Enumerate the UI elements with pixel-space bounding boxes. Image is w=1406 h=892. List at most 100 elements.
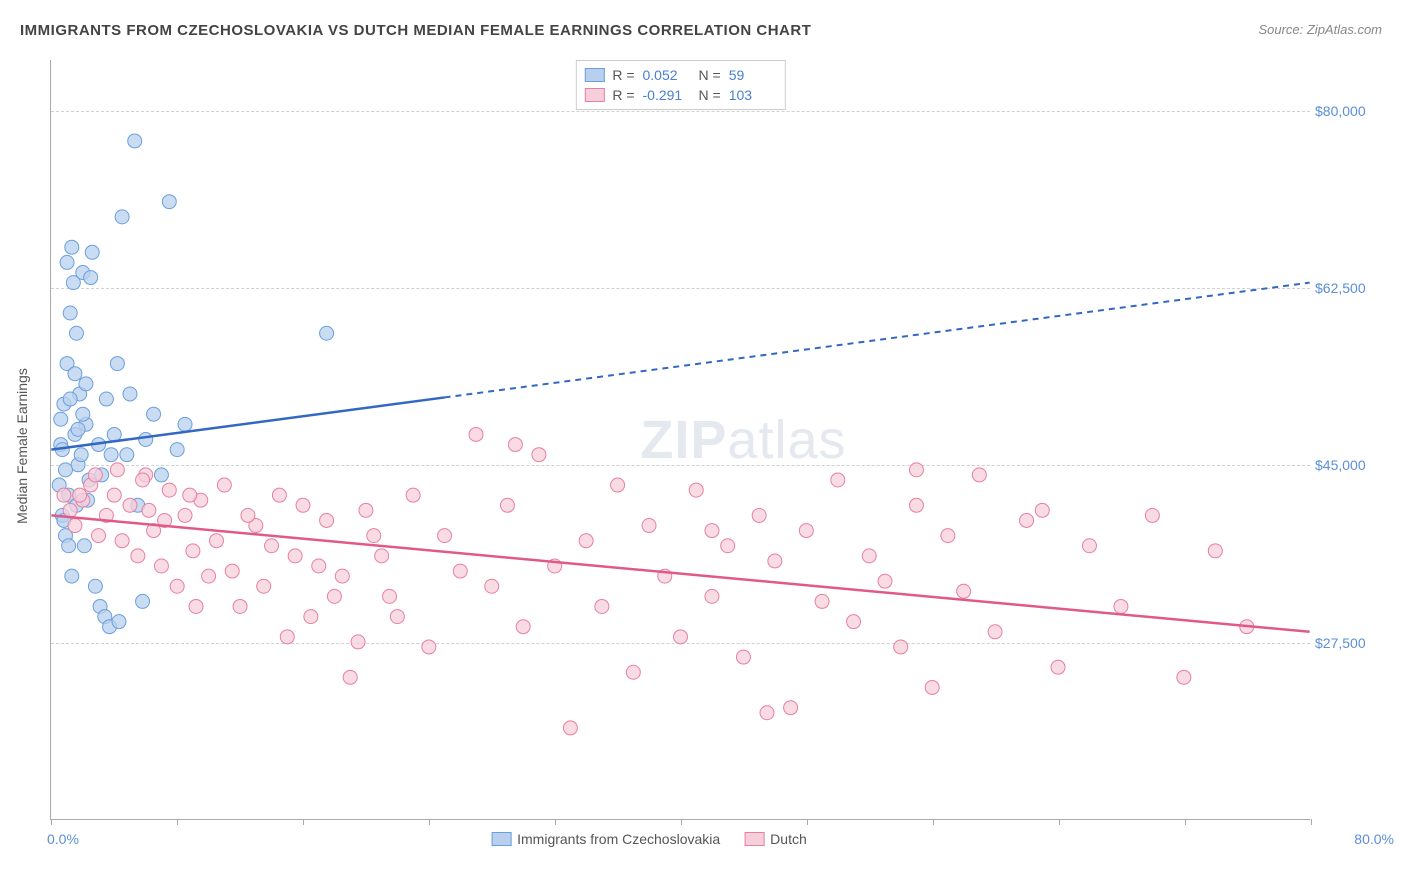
data-point-series-2	[265, 539, 279, 553]
data-point-series-2	[611, 478, 625, 492]
data-point-series-1	[76, 407, 90, 421]
legend-item-series-2: Dutch	[744, 831, 807, 847]
data-point-series-2	[107, 488, 121, 502]
data-point-series-2	[327, 589, 341, 603]
x-tick	[555, 819, 556, 825]
data-point-series-2	[383, 589, 397, 603]
data-point-series-2	[233, 599, 247, 613]
x-tick	[303, 819, 304, 825]
data-point-series-1	[154, 468, 168, 482]
data-point-series-2	[469, 427, 483, 441]
data-point-series-2	[73, 488, 87, 502]
data-point-series-2	[88, 468, 102, 482]
data-point-series-2	[909, 463, 923, 477]
data-point-series-2	[217, 478, 231, 492]
data-point-series-2	[335, 569, 349, 583]
data-point-series-2	[878, 574, 892, 588]
x-tick	[681, 819, 682, 825]
x-tick	[1311, 819, 1312, 825]
y-tick-label: $80,000	[1315, 103, 1395, 119]
data-point-series-2	[485, 579, 499, 593]
data-point-series-2	[957, 584, 971, 598]
data-point-series-1	[79, 377, 93, 391]
legend-label-series-2: Dutch	[770, 831, 807, 847]
data-point-series-1	[178, 417, 192, 431]
data-point-series-2	[925, 680, 939, 694]
data-point-series-2	[532, 448, 546, 462]
data-point-series-2	[642, 519, 656, 533]
data-point-series-1	[71, 422, 85, 436]
data-point-series-2	[304, 610, 318, 624]
data-point-series-2	[1145, 508, 1159, 522]
data-point-series-2	[1051, 660, 1065, 674]
legend-n-label: N =	[699, 67, 721, 83]
data-point-series-2	[705, 524, 719, 538]
data-point-series-2	[768, 554, 782, 568]
data-point-series-2	[563, 721, 577, 735]
data-point-series-1	[136, 594, 150, 608]
data-point-series-2	[988, 625, 1002, 639]
data-point-series-2	[142, 503, 156, 517]
data-point-series-2	[422, 640, 436, 654]
chart-title: IMMIGRANTS FROM CZECHOSLOVAKIA VS DUTCH …	[20, 22, 811, 39]
correlation-legend: R = 0.052 N = 59 R = -0.291 N = 103	[575, 60, 785, 110]
data-point-series-2	[343, 670, 357, 684]
data-point-series-2	[202, 569, 216, 583]
legend-swatch-series-1	[584, 68, 604, 82]
data-point-series-2	[752, 508, 766, 522]
legend-r-value-1: 0.052	[643, 67, 691, 83]
series-legend: Immigrants from Czechoslovakia Dutch	[491, 831, 807, 847]
x-min-label: 0.0%	[47, 831, 79, 847]
data-point-series-1	[147, 407, 161, 421]
data-point-series-2	[186, 544, 200, 558]
y-tick-label: $45,000	[1315, 457, 1395, 473]
data-point-series-2	[1082, 539, 1096, 553]
data-point-series-2	[909, 498, 923, 512]
legend-row-series-2: R = -0.291 N = 103	[584, 85, 776, 105]
data-point-series-2	[689, 483, 703, 497]
data-point-series-2	[406, 488, 420, 502]
data-point-series-2	[516, 620, 530, 634]
legend-n-value-2: 103	[729, 87, 777, 103]
data-point-series-1	[63, 306, 77, 320]
data-point-series-1	[104, 448, 118, 462]
legend-label-series-1: Immigrants from Czechoslovakia	[517, 831, 720, 847]
data-point-series-2	[136, 473, 150, 487]
data-point-series-1	[65, 569, 79, 583]
data-point-series-1	[62, 539, 76, 553]
data-point-series-2	[721, 539, 735, 553]
data-point-series-2	[154, 559, 168, 573]
data-point-series-2	[862, 549, 876, 563]
data-point-series-2	[579, 534, 593, 548]
data-point-series-2	[131, 549, 145, 563]
data-point-series-1	[85, 245, 99, 259]
data-point-series-1	[128, 134, 142, 148]
data-point-series-2	[296, 498, 310, 512]
data-point-series-2	[784, 701, 798, 715]
x-tick	[807, 819, 808, 825]
data-point-series-2	[367, 529, 381, 543]
data-point-series-2	[183, 488, 197, 502]
data-point-series-2	[57, 488, 71, 502]
y-axis-title: Median Female Earnings	[14, 368, 30, 524]
x-tick	[1185, 819, 1186, 825]
data-point-series-2	[241, 508, 255, 522]
legend-r-label: R =	[612, 87, 634, 103]
legend-r-label: R =	[612, 67, 634, 83]
data-point-series-1	[74, 448, 88, 462]
data-point-series-2	[375, 549, 389, 563]
data-point-series-2	[972, 468, 986, 482]
data-point-series-2	[390, 610, 404, 624]
y-tick-label: $27,500	[1315, 635, 1395, 651]
data-point-series-2	[320, 513, 334, 527]
data-point-series-2	[941, 529, 955, 543]
legend-n-label: N =	[699, 87, 721, 103]
data-point-series-2	[63, 503, 77, 517]
data-point-series-2	[674, 630, 688, 644]
legend-n-value-1: 59	[729, 67, 777, 83]
data-point-series-2	[1035, 503, 1049, 517]
data-point-series-2	[1020, 513, 1034, 527]
data-point-series-1	[88, 579, 102, 593]
data-point-series-1	[170, 443, 184, 457]
data-point-series-2	[1208, 544, 1222, 558]
